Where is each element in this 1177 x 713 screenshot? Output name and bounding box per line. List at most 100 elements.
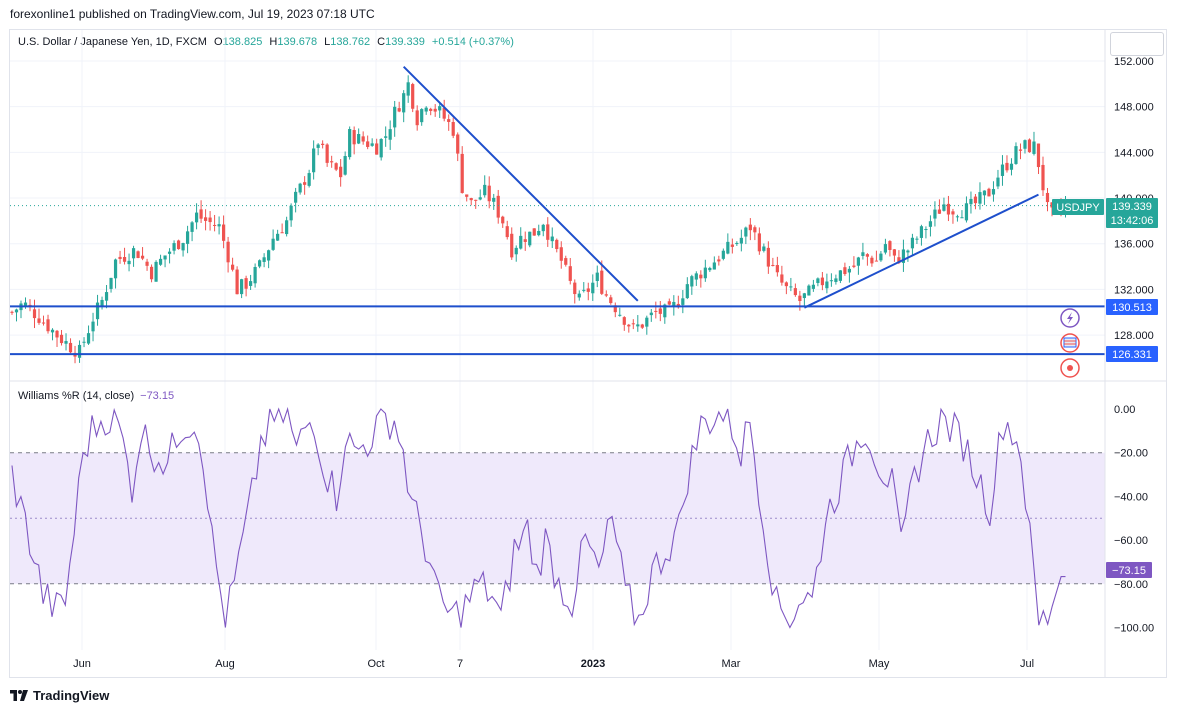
countdown-text: 13:42:06	[1111, 215, 1154, 227]
candle	[185, 225, 190, 254]
candle	[388, 120, 392, 150]
candle	[474, 199, 478, 209]
candle	[685, 277, 689, 300]
candle-body	[856, 257, 860, 266]
candle-body	[843, 267, 847, 275]
candle	[847, 266, 851, 283]
candle-body	[672, 301, 676, 307]
candle-body	[802, 293, 806, 299]
candle	[721, 248, 725, 261]
candle-body	[496, 195, 500, 218]
candle-body	[658, 308, 662, 314]
candle	[865, 253, 870, 266]
candle-body	[730, 244, 734, 247]
candle-body	[411, 84, 415, 109]
candle-body	[573, 282, 577, 295]
candle	[874, 250, 879, 262]
candle	[933, 201, 937, 227]
candle	[176, 239, 181, 250]
candle-body	[460, 153, 464, 193]
candle	[838, 270, 842, 284]
candle	[194, 203, 199, 230]
candle-body	[735, 242, 739, 245]
candle-body	[505, 226, 509, 238]
symbol-badge: USDJPY	[1052, 199, 1104, 215]
candle-body	[442, 107, 446, 119]
candle-body	[185, 231, 190, 244]
indicator-legend[interactable]: Williams %R (14, close) −73.15	[18, 390, 174, 402]
candle	[276, 229, 280, 241]
candle	[1041, 156, 1045, 197]
candle	[82, 337, 86, 348]
candle-body	[942, 204, 946, 211]
candle	[640, 323, 644, 329]
candle	[613, 302, 617, 318]
candle	[582, 282, 586, 293]
candle	[870, 255, 874, 267]
candle-body	[838, 270, 842, 281]
candle	[622, 316, 626, 331]
candle	[181, 242, 185, 257]
candle	[798, 290, 802, 311]
candle-body	[384, 136, 388, 138]
candle-body	[514, 247, 518, 255]
candle	[240, 278, 244, 299]
candle-body	[645, 317, 649, 327]
last-price-badge: 139.339 13:42:06	[1106, 198, 1158, 228]
candle-body	[393, 106, 397, 128]
candle-body	[32, 309, 37, 319]
candle-body	[235, 269, 239, 295]
candle-body	[978, 192, 982, 204]
candle	[447, 114, 451, 131]
candle-body	[95, 302, 100, 320]
flash-icon[interactable]	[1060, 308, 1080, 328]
candle	[901, 239, 906, 272]
candle-body	[379, 139, 383, 158]
symbol-name[interactable]: U.S. Dollar / Japanese Yen, 1D, FXCM	[18, 36, 207, 48]
candle-body	[55, 330, 59, 338]
candle	[149, 264, 154, 283]
wr-value-badge: −73.15	[1106, 562, 1152, 578]
candle	[910, 233, 915, 257]
candle-body	[915, 238, 919, 240]
candle-body	[370, 143, 374, 146]
candle-body	[577, 293, 581, 298]
candle	[730, 238, 734, 254]
candle-body	[262, 257, 266, 262]
candle	[334, 162, 338, 172]
candle	[1027, 138, 1032, 153]
candle	[681, 290, 685, 314]
time-tick-label: Aug	[215, 658, 235, 670]
candle-body	[172, 243, 176, 251]
symbol-badge-text: USDJPY	[1056, 202, 1100, 214]
candle-body	[663, 304, 667, 318]
level-layer	[10, 305, 1105, 356]
time-tick-label: Mar	[722, 658, 741, 670]
tradingview-footer[interactable]: TradingView	[10, 688, 109, 703]
candle	[375, 138, 379, 155]
chart-toolbar-placeholder[interactable]	[1110, 32, 1164, 56]
trendline	[402, 66, 639, 302]
candle	[510, 227, 514, 260]
level-lower-text: 126.331	[1112, 349, 1152, 361]
high-label: H	[269, 36, 278, 48]
candle	[397, 101, 401, 113]
candle	[235, 266, 239, 295]
candle	[222, 215, 226, 249]
candle-body	[919, 226, 924, 238]
indicator-value: −73.15	[140, 390, 175, 402]
record-icon[interactable]	[1060, 358, 1080, 378]
candle-body	[654, 310, 658, 312]
candle-body	[1036, 143, 1041, 168]
candle	[541, 223, 545, 237]
close-value: 139.339	[385, 36, 425, 48]
candle	[892, 249, 897, 262]
candle	[996, 169, 1000, 190]
candle	[298, 182, 302, 195]
candle-body	[780, 274, 784, 283]
flag-icon[interactable]	[1060, 333, 1080, 353]
candle	[46, 314, 50, 334]
candle-body	[366, 141, 370, 147]
candle	[41, 315, 46, 326]
